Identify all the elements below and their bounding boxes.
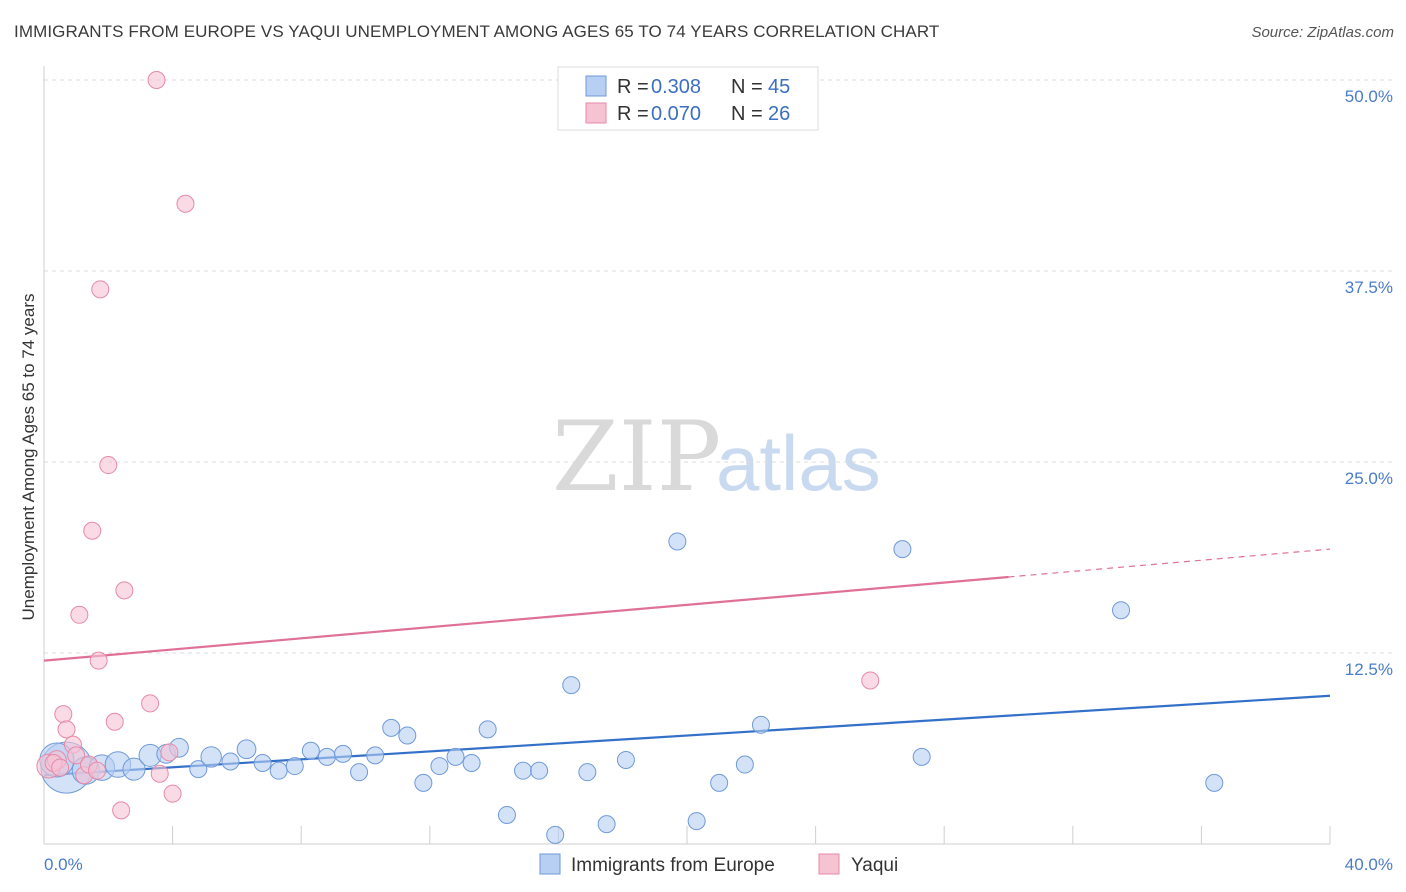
scatter-point-blue — [893, 540, 912, 559]
chart-title: IMMIGRANTS FROM EUROPE VS YAQUI UNEMPLOY… — [14, 22, 940, 41]
scatter-point-blue — [253, 754, 272, 773]
scatter-point-pink — [91, 280, 110, 299]
scatter-point-blue — [597, 815, 616, 834]
y-tick-labels: 12.5% 25.0% 37.5% 50.0% — [1345, 87, 1393, 679]
scatter-point-blue — [751, 715, 770, 734]
x-tick-label-min: 0.0% — [44, 855, 83, 874]
scatter-point-blue — [912, 747, 931, 766]
bottom-legend-swatch-blue — [539, 853, 561, 875]
scatter-point-blue — [735, 755, 754, 774]
scatter-point-pink — [83, 521, 102, 540]
scatter-point-blue — [366, 746, 385, 765]
scatter-point-pink — [88, 761, 107, 780]
scatter-point-blue — [189, 760, 208, 779]
scatter-point-blue — [687, 812, 706, 831]
scatter-point-blue — [616, 750, 635, 769]
scatter-point-blue — [200, 746, 222, 768]
x-tick-label-max: 40.0% — [1345, 855, 1393, 874]
bottom-legend-label-blue: Immigrants from Europe — [571, 855, 775, 876]
legend-swatch-pink — [585, 102, 607, 124]
scatter-point-pink — [176, 194, 195, 213]
scatter-point-blue — [269, 761, 288, 780]
scatter-point-pink — [115, 581, 134, 600]
scatter-points — [36, 71, 1224, 844]
scatter-point-pink — [147, 71, 166, 89]
scatter-point-blue — [710, 773, 729, 792]
scatter-point-pink — [141, 694, 160, 713]
scatter-point-blue — [414, 773, 433, 792]
y-tick-label: 12.5% — [1345, 660, 1393, 679]
scatter-point-blue — [333, 744, 352, 763]
legend-r-label-blue: R = — [617, 76, 649, 98]
legend-n-label-pink: N = — [731, 103, 763, 125]
trend-line-extension-pink — [1008, 548, 1331, 578]
scatter-point-blue — [236, 739, 257, 760]
scatter-point-blue — [1112, 601, 1131, 620]
y-tick-label: 37.5% — [1345, 278, 1393, 297]
scatter-point-pink — [89, 651, 108, 670]
scatter-point-blue — [668, 532, 687, 551]
y-tick-label: 25.0% — [1345, 469, 1393, 488]
scatter-point-blue — [398, 726, 417, 745]
scatter-point-blue — [285, 757, 304, 776]
scatter-point-blue — [462, 754, 481, 773]
trend-line-pink — [43, 575, 1009, 662]
x-tick-marks — [43, 826, 1331, 844]
scatter-point-pink — [99, 456, 118, 475]
scatter-point-pink — [51, 758, 70, 777]
scatter-point-blue — [530, 761, 549, 780]
scatter-point-pink — [150, 764, 169, 783]
bottom-legend: Immigrants from Europe Yaqui — [539, 853, 898, 876]
watermark-atlas: atlas — [716, 419, 881, 507]
scatter-point-pink — [67, 746, 86, 765]
scatter-point-blue — [301, 741, 320, 760]
scatter-point-pink — [70, 605, 89, 624]
scatter-point-blue — [497, 805, 516, 824]
legend-r-value-blue: 0.308 — [651, 76, 701, 98]
scatter-point-blue — [478, 720, 497, 739]
y-axis-title: Unemployment Among Ages 65 to 74 years — [19, 294, 38, 621]
legend-box: R = 0.308 N = 45 R = 0.070 N = 26 — [557, 66, 819, 131]
chart-source: Source: ZipAtlas.com — [1251, 24, 1394, 41]
scatter-point-blue — [122, 757, 146, 781]
scatter-point-blue — [562, 676, 581, 695]
legend-r-label-pink: R = — [617, 103, 649, 125]
legend-n-value-blue: 45 — [768, 76, 790, 98]
scatter-point-blue — [546, 825, 565, 844]
scatter-point-blue — [221, 752, 240, 771]
scatter-point-pink — [105, 712, 124, 731]
scatter-point-pink — [163, 784, 182, 803]
scatter-point-pink — [54, 705, 73, 724]
trend-lines — [43, 548, 1331, 777]
legend-n-label-blue: N = — [731, 76, 763, 98]
scatter-point-pink — [57, 720, 76, 739]
scatter-point-blue — [446, 747, 465, 766]
scatter-point-blue — [430, 757, 449, 776]
scatter-point-pink — [112, 801, 131, 820]
scatter-point-blue — [1205, 773, 1224, 792]
legend-swatch-blue — [585, 75, 607, 97]
bottom-legend-label-pink: Yaqui — [851, 855, 898, 876]
y-tick-label: 50.0% — [1345, 87, 1393, 106]
scatter-point-pink — [160, 743, 179, 762]
legend-r-value-pink: 0.070 — [651, 103, 701, 125]
watermark-zip: ZIP — [552, 401, 721, 513]
scatter-point-blue — [578, 763, 597, 782]
legend-n-value-pink: 26 — [768, 103, 790, 125]
grid-lines — [44, 79, 1392, 654]
scatter-point-blue — [382, 718, 401, 737]
bottom-legend-swatch-pink — [818, 853, 840, 875]
scatter-point-pink — [861, 671, 880, 690]
scatter-point-blue — [317, 747, 336, 766]
scatter-point-blue — [350, 763, 369, 782]
scatter-point-blue — [514, 761, 533, 780]
